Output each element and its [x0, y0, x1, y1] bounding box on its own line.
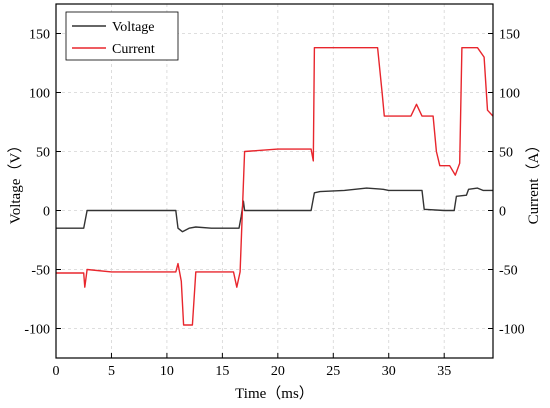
y-right-tick-label: 150	[499, 28, 520, 43]
y-left-tick-label: 50	[36, 146, 50, 161]
x-tick-label: 30	[382, 364, 396, 379]
y-right-tick-label: -50	[499, 264, 518, 279]
plot-frame	[55, 3, 494, 359]
x-tick-label: 25	[326, 364, 340, 379]
y-left-tick-label: -100	[24, 323, 50, 338]
series-group	[56, 47, 493, 326]
x-axis-title: Time（ms）	[235, 385, 314, 402]
x-tick-label: 15	[215, 364, 229, 379]
y-right-tick-label: 100	[499, 87, 520, 102]
y-right-tick-label: 0	[499, 205, 506, 220]
y-axis-right-title: Current（A）	[525, 138, 542, 225]
y-axis-left-title: Voltage（V）	[7, 138, 24, 224]
y-left-tick-label: 0	[43, 205, 50, 220]
x-tick-label: 10	[160, 364, 174, 379]
y-right-tick-label: 50	[499, 146, 513, 161]
x-tick-label: 5	[108, 364, 115, 379]
y-left-tick-label: 150	[29, 28, 50, 43]
x-tick-label: 20	[271, 364, 285, 379]
series-line-voltage	[56, 187, 493, 233]
x-tick-label: 0	[53, 364, 60, 379]
y-right-tick-label: -100	[499, 323, 525, 338]
legend-label-voltage: Voltage	[112, 20, 155, 35]
y-left-tick-label: 100	[29, 87, 50, 102]
legend-box	[65, 11, 179, 61]
legend-label-current: Current	[112, 42, 155, 57]
y-left-tick-label: -50	[31, 264, 50, 279]
x-tick-label: 35	[437, 364, 451, 379]
ticks: 0 5 10 15 20 25 30 35 -100 -50 0 50 100 150 -100 -50 0 50…	[24, 28, 524, 380]
series-line-current	[56, 47, 493, 326]
legend: Voltage Current	[65, 11, 179, 61]
